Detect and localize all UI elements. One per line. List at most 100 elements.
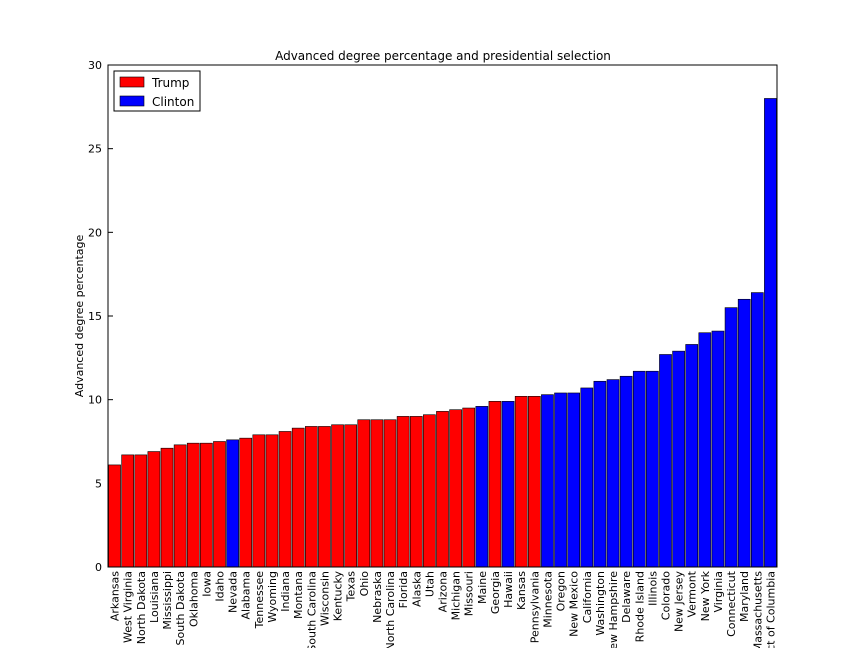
x-tick-label: South Dakota (174, 571, 187, 645)
bar (475, 406, 489, 568)
x-tick-label: Delaware (620, 571, 633, 623)
bar (265, 434, 279, 568)
bar (344, 424, 358, 568)
x-tick-label: Wyoming (266, 571, 279, 623)
bar (737, 298, 751, 568)
bar (514, 396, 528, 568)
bar (724, 307, 738, 568)
bar (436, 411, 449, 568)
y-tick-label: 5 (95, 477, 102, 490)
legend-box (113, 70, 201, 112)
x-tick-label: Massachusetts (751, 571, 764, 648)
bar (659, 354, 672, 568)
x-tick-label: Montana (292, 571, 305, 619)
x-tick-label: Alabama (240, 571, 253, 620)
bar (488, 401, 502, 568)
bar (698, 332, 712, 568)
x-tick-label: Maine (476, 571, 489, 604)
x-tick-label: Missouri (463, 571, 476, 616)
bar (357, 419, 371, 568)
x-tick-label: Florida (397, 571, 410, 608)
x-tick-label: Texas (345, 571, 358, 603)
x-tick-label: Washington (594, 571, 607, 636)
x-tick-label: District of Columbia (764, 571, 777, 648)
x-tick-label: Oklahoma (187, 571, 200, 627)
x-tick-label: New York (699, 570, 712, 621)
x-tick-label: North Carolina (384, 571, 397, 648)
bar (278, 431, 292, 568)
bar (186, 442, 200, 568)
bar (423, 414, 436, 568)
x-tick-label: Hawaii (502, 571, 515, 608)
x-tick-label: Utah (423, 571, 436, 597)
x-tick-label: Kentucky (332, 571, 345, 622)
x-tick-label: Idaho (214, 571, 227, 602)
bar (226, 439, 239, 568)
x-tick-label: New Jersey (673, 571, 686, 633)
x-tick-label: Pennsylvania (528, 571, 541, 643)
bar (593, 380, 607, 568)
x-tick-label: Georgia (489, 571, 502, 614)
bar (685, 344, 699, 568)
plot-frame (107, 64, 778, 568)
bar (646, 370, 659, 568)
x-tick-label: Michigan (450, 571, 463, 620)
x-tick-label: Nebraska (371, 571, 384, 623)
bar (527, 396, 541, 568)
x-tick-label: West Virginia (122, 571, 135, 643)
bar (121, 454, 135, 568)
bar (147, 451, 161, 568)
y-tick-label: 10 (88, 394, 102, 407)
bar (173, 444, 187, 568)
bar (304, 426, 318, 568)
x-tick-label: New Mexico (568, 571, 581, 637)
bar (554, 392, 567, 568)
x-tick-label: Colorado (660, 571, 673, 620)
x-tick-label: Iowa (200, 571, 213, 597)
x-tick-label: Nevada (227, 571, 240, 613)
bar (462, 407, 476, 568)
legend-label: Clinton (152, 95, 194, 109)
x-tick-label: Indiana (279, 571, 292, 612)
x-tick-label: Maryland (738, 571, 751, 622)
x-tick-label: Kansas (515, 571, 528, 610)
bar (370, 419, 384, 568)
bar (541, 394, 554, 568)
x-tick-label: Arizona (437, 571, 450, 612)
y-tick-label: 0 (95, 561, 102, 574)
legend-swatch (119, 95, 145, 107)
bar (672, 350, 685, 568)
bar (764, 98, 777, 568)
bar (711, 330, 725, 568)
y-tick-label: 30 (88, 59, 102, 72)
y-tick-label: 15 (88, 310, 102, 323)
x-tick-label: California (581, 571, 594, 623)
bar (239, 437, 253, 568)
x-tick-label: Vermont (686, 570, 699, 617)
x-tick-label: Connecticut (725, 570, 738, 637)
bar (449, 409, 462, 568)
bar (318, 426, 331, 568)
x-tick-label: New Hampshire (607, 571, 620, 648)
bar (567, 392, 581, 568)
x-tick-label: Ohio (358, 571, 371, 597)
legend-swatch (119, 76, 145, 88)
bar (619, 375, 633, 568)
x-tick-label: Minnesota (541, 571, 554, 628)
bar (501, 401, 515, 568)
x-tick-label: Oregon (555, 571, 568, 611)
bar (409, 416, 423, 568)
x-tick-label: Virginia (712, 571, 725, 612)
bar (291, 427, 305, 568)
bar (383, 419, 397, 568)
legend-label: Trump (151, 76, 189, 90)
x-tick-label: Wisconsin (318, 571, 331, 626)
bar (632, 370, 646, 568)
bar (134, 454, 148, 568)
x-tick-label: Tennessee (253, 571, 266, 630)
x-tick-label: Arkansas (109, 571, 122, 621)
bar (213, 441, 226, 568)
x-tick-label: Alaska (410, 571, 423, 607)
bar (396, 416, 410, 568)
